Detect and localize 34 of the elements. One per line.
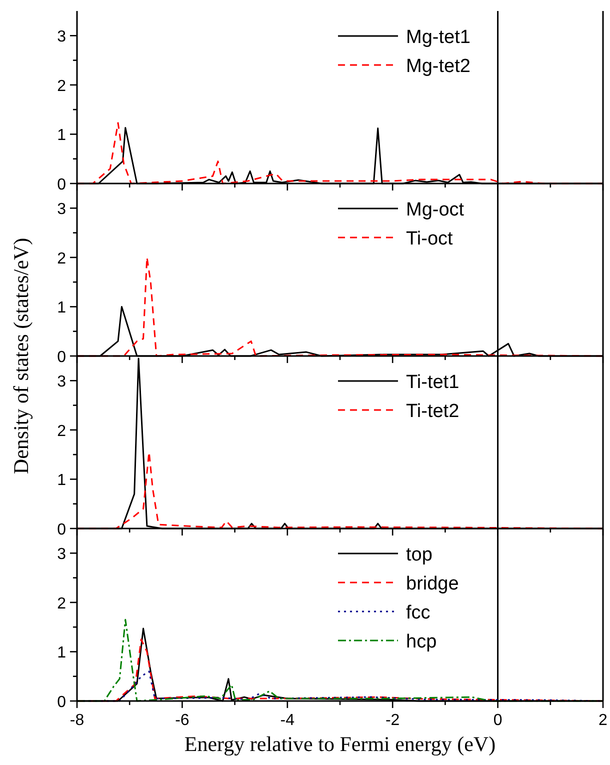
y-tick-label: 3 — [57, 546, 66, 564]
y-tick-label: 0 — [57, 522, 66, 538]
legend-label: Ti-oct — [406, 228, 454, 250]
y-tick-label: 3 — [57, 374, 66, 391]
y-tick-label: 3 — [57, 28, 66, 46]
legend-label: Mg-oct — [406, 200, 465, 220]
x-tick-label: -4 — [280, 712, 295, 729]
y-tick-label: 2 — [57, 422, 66, 440]
legend-label: Ti-tet1 — [406, 372, 460, 393]
legend-label: Mg-tet1 — [406, 27, 470, 48]
x-tick-label: -8 — [70, 712, 84, 729]
x-tick-label: -2 — [385, 712, 400, 729]
x-tick-label: 0 — [493, 712, 502, 729]
y-axis-title: Density of states (states/eV) — [9, 238, 33, 474]
y-tick-label: 1 — [57, 127, 66, 144]
x-axis-title: Energy relative to Fermi energy (eV) — [184, 732, 496, 756]
x-tick-label: -6 — [175, 712, 190, 729]
y-tick-label: 3 — [57, 201, 66, 218]
legend-label: Mg-tet2 — [406, 56, 470, 77]
legend-label: top — [406, 544, 432, 566]
legend-label: Ti-tet2 — [406, 401, 460, 422]
legend-label: hcp — [406, 632, 437, 652]
legend-label: bridge — [406, 574, 459, 594]
y-tick-label: 1 — [57, 644, 66, 662]
y-tick-label: 0 — [57, 349, 66, 366]
y-tick-label: 2 — [57, 595, 66, 612]
x-tick-label: 2 — [598, 712, 608, 729]
y-tick-label: 2 — [57, 250, 66, 268]
y-tick-label: 1 — [57, 300, 66, 317]
y-tick-label: 2 — [57, 78, 66, 95]
legend-label: fcc — [406, 602, 430, 624]
y-tick-label: 1 — [57, 472, 66, 490]
y-tick-label: 0 — [57, 176, 66, 194]
y-tick-label: 0 — [57, 694, 66, 711]
